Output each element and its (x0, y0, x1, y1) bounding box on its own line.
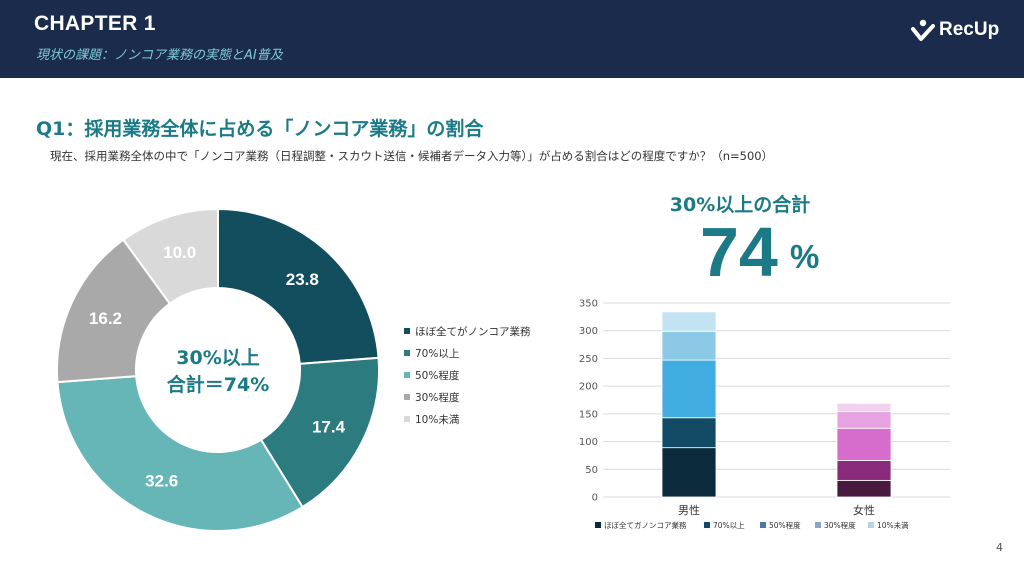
y-tick-label-0: 0 (592, 493, 598, 504)
summary-label: 30%以上の合計 (669, 194, 811, 216)
donut-slice-4 (121, 207, 219, 306)
bar-segment-1-2 (836, 427, 892, 461)
bar-legend-label-0: ほぼ全てガノンコア業務 (604, 520, 687, 530)
bar-segment-0-1 (661, 417, 717, 449)
legend-swatch (404, 416, 410, 422)
bar-legend-label-2: 50%程度 (769, 520, 801, 530)
bar-segment-0-2 (661, 359, 717, 419)
y-tick-label-6: 300 (579, 326, 598, 337)
checkmark-person-icon (911, 19, 935, 41)
donut-slice-2 (56, 375, 304, 532)
bar-legend-swatch-1 (704, 522, 710, 528)
legend-swatch (404, 394, 410, 400)
legend-label: 30%程度 (415, 391, 460, 404)
bar-segment-1-4 (836, 402, 892, 413)
y-tick-label-7: 350 (579, 299, 598, 310)
bar-segment-0-3 (661, 330, 717, 361)
chapter-subtitle: 現状の課題：ノンコア業務の実態とAI普及 (36, 48, 283, 63)
bar-segment-1-1 (836, 460, 892, 481)
y-tick-label-4: 200 (579, 382, 598, 393)
recup-logo: RecUp (910, 16, 999, 44)
chapter-title: CHAPTER 1 (34, 12, 156, 35)
donut-legend-item-0: ほぼ全てがノンコア業務 (404, 320, 531, 342)
donut-legend-item-3: 30%程度 (404, 386, 531, 408)
summary-value: 74 (700, 213, 778, 291)
x-category-label-0: 男性 (678, 503, 700, 517)
y-tick-label-2: 100 (579, 437, 598, 448)
y-tick-label-1: 50 (585, 465, 598, 476)
donut-value-label-2: 32.6 (145, 471, 178, 490)
bar-legend-swatch-0 (595, 522, 601, 528)
legend-label: 70%以上 (415, 347, 460, 360)
legend-swatch (404, 328, 410, 334)
donut-legend-item-1: 70%以上 (404, 342, 531, 364)
donut-slice-0 (217, 207, 380, 365)
legend-swatch (404, 350, 410, 356)
bar-legend-label-1: 70%以上 (713, 521, 745, 530)
summary-unit: % (790, 238, 820, 275)
donut-slice-1 (259, 356, 380, 509)
header-bar: CHAPTER 1 現状の課題：ノンコア業務の実態とAI普及 RecUp (0, 0, 1024, 78)
bar-segment-1-0 (836, 479, 892, 498)
donut-value-label-4: 10.0 (163, 243, 196, 262)
legend-swatch (404, 372, 410, 378)
bar-segment-0-4 (661, 311, 717, 332)
bar-legend-swatch-4 (868, 522, 874, 528)
legend-label: 50%程度 (415, 369, 460, 382)
bar-legend-swatch-3 (815, 522, 821, 528)
bar-legend-label-3: 30%程度 (824, 520, 856, 530)
question-title: Q1：採用業務全体に占める「ノンコア業務」の割合 (36, 118, 484, 140)
donut-legend-item-4: 10%未満 (404, 408, 531, 430)
donut-legend-item-2: 50%程度 (404, 364, 531, 386)
donut-value-label-1: 17.4 (312, 417, 346, 436)
bar-legend-swatch-2 (760, 522, 766, 528)
donut-center-text-1: 合計＝74% (167, 373, 269, 396)
page-number: 4 (996, 541, 1003, 554)
donut-center-text-0: 30%以上 (176, 347, 259, 369)
legend-label: ほぼ全てがノンコア業務 (415, 325, 531, 338)
bar-segment-1-3 (836, 411, 892, 429)
y-tick-label-3: 150 (579, 409, 598, 420)
donut-legend: ほぼ全てがノンコア業務 70%以上 50%程度 30%程度 10%未満 (404, 320, 531, 430)
x-category-label-1: 女性 (853, 503, 875, 517)
logo-text: RecUp (939, 19, 1000, 40)
y-tick-label-5: 250 (579, 354, 598, 365)
bar-segment-0-0 (661, 447, 717, 498)
donut-value-label-3: 16.2 (89, 309, 122, 328)
legend-label: 10%未満 (415, 413, 460, 426)
donut-value-label-0: 23.8 (286, 270, 319, 289)
question-description: 現在、採用業務全体の中で「ノンコア業務（日程調整・スカウト送信・候補者データ入力… (50, 149, 774, 163)
bar-legend-label-4: 10%未満 (877, 520, 909, 530)
